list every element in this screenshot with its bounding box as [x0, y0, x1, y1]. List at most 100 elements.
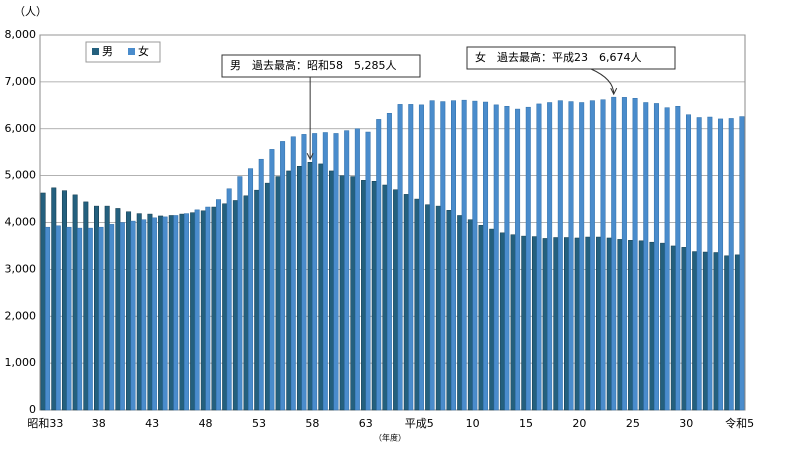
bar [660, 242, 666, 411]
bar [382, 184, 388, 411]
bar [243, 195, 249, 411]
annotation-box [466, 46, 676, 70]
bar [521, 235, 527, 411]
bar [707, 116, 713, 411]
bar [205, 206, 211, 411]
bar [312, 133, 318, 411]
bar [472, 100, 478, 411]
bar [531, 236, 537, 411]
bar [568, 101, 574, 411]
x-tick-label: 63 [359, 417, 373, 430]
bar [147, 213, 153, 411]
bar [643, 102, 649, 411]
bar [574, 237, 580, 411]
bar [119, 222, 125, 411]
bar [141, 219, 147, 411]
bar [344, 130, 350, 411]
bar [286, 170, 292, 411]
bar [66, 226, 72, 411]
bar [596, 236, 602, 411]
bar [350, 176, 356, 411]
bar [275, 176, 281, 411]
legend-swatch [128, 48, 135, 55]
y-tick-label: 1,000 [5, 356, 37, 369]
bar [579, 102, 585, 411]
bar [547, 102, 553, 411]
bar [408, 104, 414, 411]
bar [483, 101, 489, 411]
bar [724, 255, 730, 411]
bar [493, 104, 499, 411]
bar [617, 239, 623, 411]
annotation-box [221, 54, 421, 78]
bar [702, 251, 708, 411]
bar [248, 168, 254, 411]
bar [649, 241, 655, 411]
bar [585, 236, 591, 411]
bar [440, 101, 446, 411]
bar [61, 190, 67, 411]
bar [94, 205, 99, 411]
bar [77, 227, 83, 411]
bar [653, 103, 659, 411]
bar [414, 198, 420, 411]
bar [664, 107, 670, 411]
bar [638, 240, 644, 411]
bar [600, 99, 606, 411]
bar [179, 213, 185, 411]
bar [339, 175, 345, 411]
x-axis-unit: （年度） [374, 433, 406, 443]
bar [280, 141, 286, 411]
bar [393, 189, 399, 411]
bar [162, 216, 168, 411]
annotation-text: 女 過去最高：平成23 6,674人 [475, 50, 642, 64]
x-tick-label: 平成5 [405, 417, 434, 430]
bar [376, 119, 382, 411]
bar [301, 134, 307, 411]
legend-label: 女 [138, 44, 149, 58]
bar [397, 104, 403, 411]
bar [734, 254, 740, 411]
x-tick-label: 25 [626, 417, 640, 430]
bar [504, 106, 510, 411]
bar [713, 252, 719, 411]
y-axis-unit: （人） [14, 5, 47, 18]
bar [264, 182, 270, 411]
bar [564, 237, 569, 411]
x-tick-label: 58 [305, 417, 319, 430]
y-tick-label: 2,000 [5, 309, 37, 322]
bar [425, 204, 431, 411]
x-tick-label: 昭和33 [27, 417, 63, 430]
bar [728, 118, 734, 411]
bar [130, 220, 136, 411]
bar [254, 189, 260, 411]
bar [333, 133, 339, 411]
bar [45, 226, 51, 411]
bar [461, 99, 467, 411]
bar [611, 96, 617, 411]
bar [136, 213, 142, 411]
annotation-arrow [590, 68, 615, 95]
y-tick-label: 5,000 [5, 169, 37, 182]
bar [322, 132, 328, 411]
bar [200, 210, 206, 411]
bar [365, 131, 371, 411]
bar [72, 194, 78, 411]
bar [296, 166, 302, 411]
bar [692, 251, 698, 411]
bar [386, 113, 392, 411]
bar [403, 194, 409, 411]
bar [173, 215, 179, 411]
bar [258, 158, 264, 411]
bar [675, 106, 681, 411]
bar [435, 205, 441, 411]
bar [478, 225, 484, 411]
bar [499, 232, 505, 411]
bar [151, 217, 157, 411]
bar [589, 100, 595, 411]
bar [446, 210, 452, 411]
arrow-head [610, 87, 618, 96]
bar [83, 201, 89, 411]
bar [606, 237, 612, 411]
bar [739, 116, 745, 411]
